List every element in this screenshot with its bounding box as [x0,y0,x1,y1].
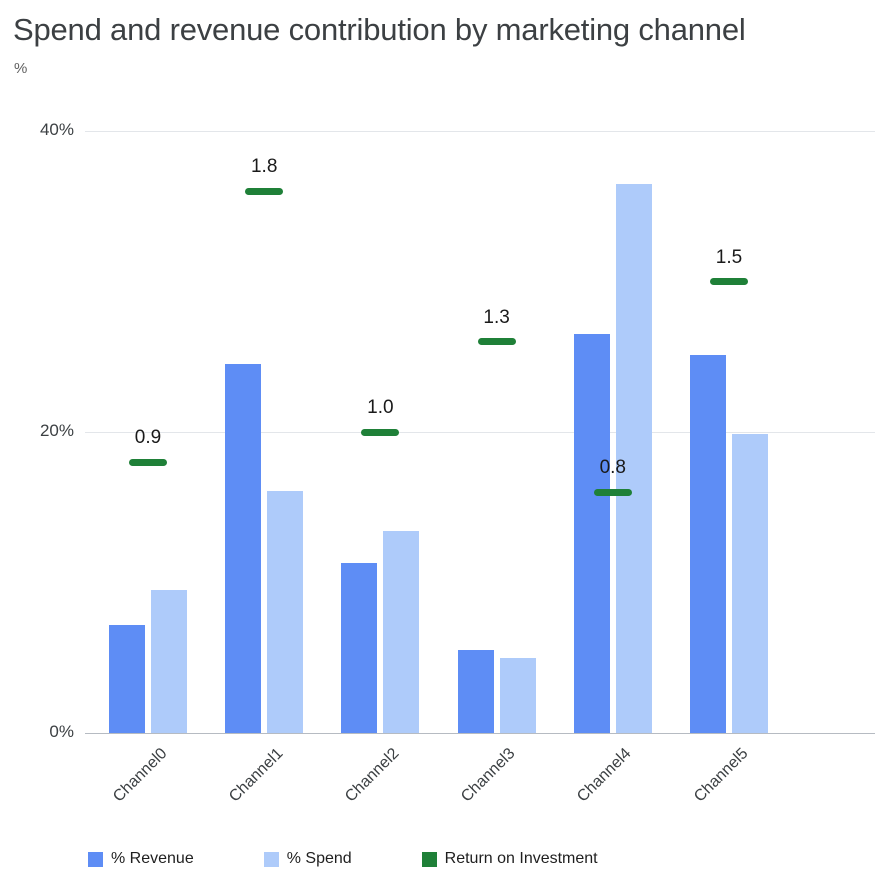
roi-value-label-channel4: 0.8 [599,457,626,479]
legend-label: % Spend [286,850,352,867]
bar-spend-channel2 [383,531,420,733]
roi-marker-channel1 [245,187,284,195]
x-axis-category-label-channel5: Channel5 [690,745,752,806]
gridline [85,431,875,433]
bar-revenue-channel2 [341,562,378,733]
y-axis-unit-label: % [14,60,28,77]
legend-swatch-icon [421,851,437,867]
roi-value-label-channel1: 1.8 [250,156,278,178]
roi-marker-channel0 [129,458,167,466]
bar-revenue-channel5 [690,355,726,733]
chart-title: Spend and revenue contribution by market… [13,12,746,47]
bar-spend-channel1 [267,490,304,733]
x-axis-category-label-channel2: Channel2 [341,745,403,806]
roi-marker-channel5 [710,278,748,285]
roi-value-label-channel0: 0.9 [134,427,162,449]
legend: % Revenue % Spend Return on Investment [88,850,598,868]
legend-swatch-icon [263,851,279,867]
bar-revenue-channel4 [573,334,610,733]
legend-item: % Revenue [88,850,194,868]
roi-marker-channel2 [361,428,400,436]
bar-spend-channel3 [499,657,536,733]
y-axis-tick-label: 0% [49,722,74,741]
legend-label: Return on Investment [444,850,598,867]
x-axis-category-label-channel1: Channel1 [225,745,287,806]
roi-value-label-channel3: 1.3 [483,306,510,328]
roi-value-label-channel5: 1.5 [715,246,743,268]
bar-spend-channel5 [732,433,768,733]
bar-revenue-channel3 [457,650,494,733]
legend-label: % Revenue [111,850,194,867]
legend-item: % Spend [263,850,352,868]
roi-marker-channel3 [477,338,516,346]
y-axis-tick-label: 40% [39,120,74,139]
legend-swatch-icon [88,851,103,867]
roi-marker-channel4 [593,488,632,496]
gridline [85,130,875,132]
bar-revenue-channel1 [225,364,262,733]
bar-spend-channel0 [151,590,187,733]
x-axis-category-label-channel4: Channel4 [574,745,635,806]
x-axis-category-label-channel0: Channel0 [109,745,171,806]
y-axis-tick-label: 20% [39,421,74,440]
gridline [85,732,875,734]
bar-spend-channel4 [615,183,652,733]
x-axis-category-label-channel3: Channel3 [458,745,519,806]
bar-revenue-channel0 [109,624,145,733]
legend-item: Return on Investment [421,850,598,868]
roi-value-label-channel2: 1.0 [367,397,394,418]
